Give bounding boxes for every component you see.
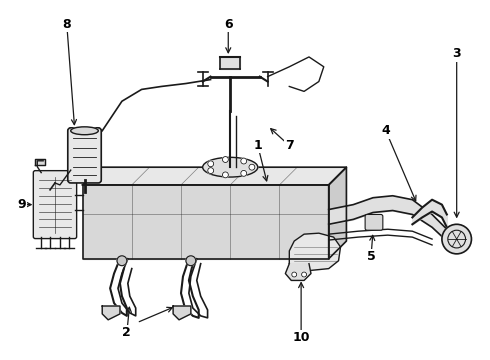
Circle shape [222,157,228,162]
Text: 1: 1 [253,139,262,152]
Polygon shape [35,159,45,165]
Polygon shape [289,233,341,271]
Text: 9: 9 [17,198,26,211]
Circle shape [117,256,127,266]
Circle shape [222,172,228,178]
Text: 10: 10 [293,331,310,344]
Circle shape [186,256,196,266]
Ellipse shape [71,127,98,135]
Circle shape [302,272,307,277]
Text: 7: 7 [285,139,294,152]
Circle shape [241,158,246,164]
Circle shape [249,164,255,170]
Polygon shape [173,306,191,320]
Text: 8: 8 [63,18,71,31]
Polygon shape [285,264,311,280]
FancyBboxPatch shape [68,128,101,183]
FancyBboxPatch shape [365,215,383,230]
Text: 6: 6 [224,18,233,31]
Ellipse shape [203,157,258,177]
Polygon shape [82,185,329,259]
Polygon shape [102,306,120,320]
Text: 5: 5 [367,250,375,263]
Circle shape [208,161,214,167]
Text: 3: 3 [452,48,461,60]
Circle shape [442,224,471,254]
Text: 2: 2 [122,326,131,339]
Polygon shape [220,57,240,69]
Circle shape [292,272,296,277]
Polygon shape [329,167,346,259]
Circle shape [241,170,246,176]
Circle shape [208,168,214,174]
Text: 4: 4 [381,124,390,137]
FancyBboxPatch shape [33,171,76,239]
Polygon shape [82,167,346,185]
